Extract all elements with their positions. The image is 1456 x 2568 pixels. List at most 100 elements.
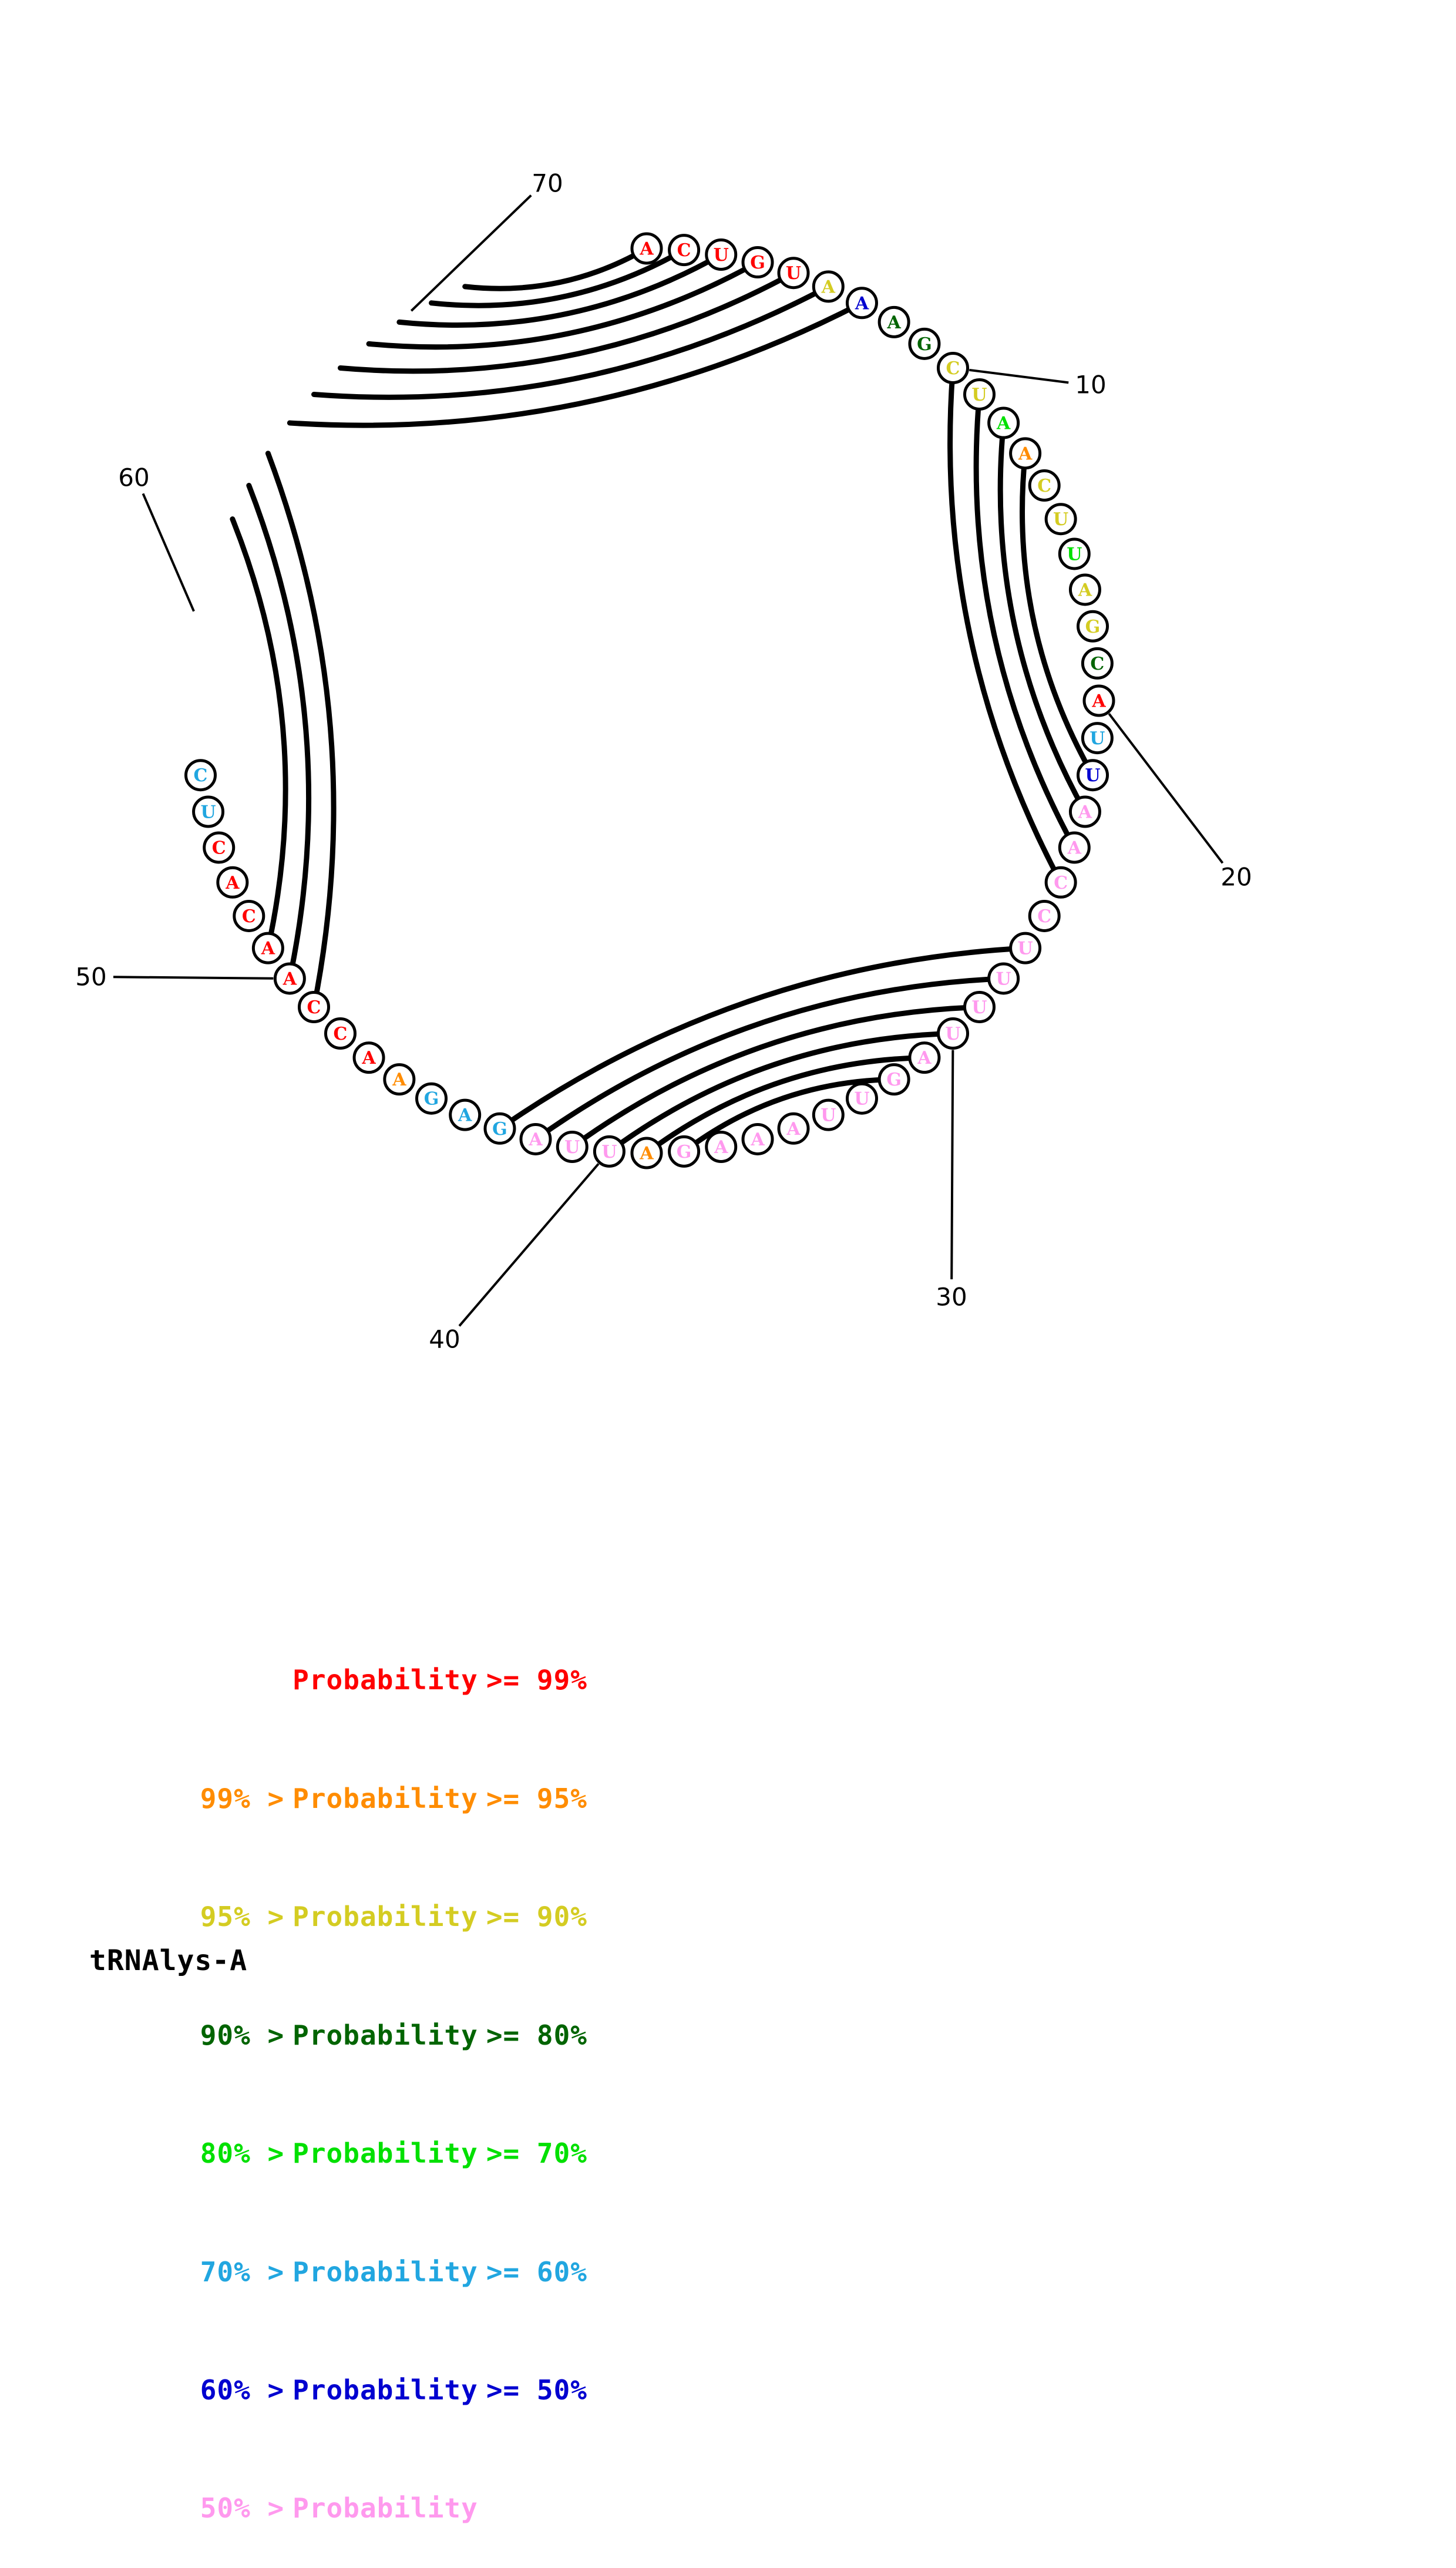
nucleotide-label: C: [677, 240, 691, 261]
nucleotide-C-49[interactable]: C: [297, 991, 330, 1024]
nucleotide-A-23[interactable]: A: [1068, 795, 1101, 828]
nucleotide-circles: A C U GUAAAGCUAACUUAGCAUUAACCUUUUAGUUAAAGAU…: [184, 232, 1115, 1169]
nucleotide-U-28[interactable]: U: [987, 962, 1020, 995]
nucleotide-label: A: [855, 293, 869, 314]
nucleotide-A-46[interactable]: A: [383, 1063, 416, 1096]
nucleotide-C-26[interactable]: C: [1028, 899, 1061, 932]
basepair-chord: [681, 1077, 897, 1154]
nucleotide-A-53[interactable]: A: [216, 866, 249, 899]
nucleotide-U-16[interactable]: U: [1058, 537, 1091, 570]
nucleotide-A-50[interactable]: A: [273, 962, 306, 995]
nucleotide-U-29[interactable]: U: [963, 991, 996, 1024]
legend-post: >= 60%: [486, 2256, 587, 2288]
nucleotide-G-43[interactable]: G: [483, 1112, 516, 1145]
legend-label: Probability: [292, 2019, 478, 2051]
nucleotide-C-48[interactable]: C: [324, 1017, 357, 1050]
nucleotide-C-52[interactable]: C: [233, 899, 265, 932]
nucleotide-A-39[interactable]: A: [630, 1137, 663, 1169]
nucleotide-G-38[interactable]: G: [668, 1135, 701, 1168]
nucleotide-circle: [1081, 722, 1114, 755]
nucleotide-A-24[interactable]: A: [1058, 831, 1091, 864]
tick-label-60: 60: [118, 463, 149, 492]
nucleotide-U-30[interactable]: U: [937, 1017, 970, 1050]
nucleotide-A-44[interactable]: A: [449, 1098, 482, 1131]
nucleotide-A-37[interactable]: A: [705, 1130, 738, 1163]
nucleotide-circle: [630, 232, 663, 265]
nucleotide-label: A: [639, 239, 654, 260]
nucleotide-A-6[interactable]: A: [812, 270, 845, 303]
nucleotide-U-40[interactable]: U: [593, 1135, 626, 1168]
nucleotide-circle: [937, 351, 970, 384]
nucleotide-label: G: [1085, 617, 1101, 637]
basepair-chord: [246, 483, 312, 982]
nucleotide-label: A: [887, 312, 902, 333]
position-tick-labels: 10 20 30 40 50 60 70: [75, 169, 1252, 1354]
nucleotide-A-13[interactable]: A: [1009, 437, 1042, 470]
legend-post: >= 50%: [486, 2374, 587, 2406]
nucleotide-U-5[interactable]: U: [777, 257, 810, 290]
nucleotide-U-15[interactable]: U: [1044, 503, 1077, 536]
basepair-chord: [973, 391, 1077, 851]
nucleotide-circle: [192, 795, 225, 828]
nucleotide-circle: [668, 1135, 701, 1168]
nucleotide-G-18[interactable]: G: [1076, 610, 1109, 643]
nucleotide-U-21[interactable]: U: [1081, 722, 1114, 755]
nucleotide-A-42[interactable]: A: [519, 1122, 552, 1155]
nucleotide-A-35[interactable]: A: [777, 1112, 810, 1145]
nucleotide-A-31[interactable]: A: [908, 1041, 941, 1074]
nucleotide-circle: [845, 287, 878, 320]
basepair-chord: [497, 945, 1028, 1131]
nucleotide-U-41[interactable]: U: [556, 1130, 589, 1163]
nucleotide-circle: [845, 1082, 878, 1115]
legend-label: Probability: [292, 2256, 478, 2288]
nucleotide-circle: [877, 305, 910, 338]
nucleotide-A-1[interactable]: A: [630, 232, 663, 265]
nucleotide-A-51[interactable]: A: [251, 932, 284, 964]
nucleotide-G-32[interactable]: G: [877, 1063, 910, 1096]
nucleotide-circle: [1058, 831, 1091, 864]
nucleotide-circle: [777, 257, 810, 290]
tick-label-40: 40: [429, 1325, 460, 1354]
nucleotide-label: A: [1018, 443, 1033, 464]
nucleotide-C-19[interactable]: C: [1081, 647, 1114, 680]
nucleotide-C-14[interactable]: C: [1028, 469, 1061, 502]
nucleotide-C-25[interactable]: C: [1044, 866, 1077, 899]
nucleotide-label: U: [1067, 544, 1082, 564]
nucleotide-U-34[interactable]: U: [812, 1098, 845, 1131]
nucleotide-G-4[interactable]: G: [741, 246, 774, 279]
legend-post: >= 99%: [486, 1664, 587, 1696]
nucleotide-circle: [1076, 759, 1109, 792]
nucleotide-C-54[interactable]: C: [203, 831, 236, 864]
basepair-chord: [569, 1004, 983, 1149]
nucleotide-A-20[interactable]: A: [1082, 684, 1115, 717]
legend-label: Probability: [292, 1901, 478, 1933]
page-title: tRNAlys-A: [89, 1944, 248, 1977]
nucleotide-circle: [1076, 610, 1109, 643]
basepair-chord: [462, 246, 650, 291]
nucleotide-C-10[interactable]: C: [937, 351, 970, 384]
nucleotide-G-45[interactable]: G: [415, 1082, 448, 1115]
nucleotide-A-7[interactable]: A: [845, 287, 878, 320]
nucleotide-A-12[interactable]: A: [987, 406, 1020, 439]
nucleotide-label: U: [1053, 509, 1068, 530]
nucleotide-A-8[interactable]: A: [877, 305, 910, 338]
nucleotide-U-55[interactable]: U: [192, 795, 225, 828]
nucleotide-U-22[interactable]: U: [1076, 759, 1109, 792]
tick-label-30: 30: [936, 1283, 967, 1312]
tick-leader-line: [950, 1050, 954, 1280]
nucleotide-G-9[interactable]: G: [908, 327, 941, 360]
nucleotide-U-11[interactable]: U: [963, 378, 996, 411]
nucleotide-U-27[interactable]: U: [1009, 932, 1042, 964]
nucleotide-C-56[interactable]: C: [184, 759, 217, 792]
nucleotide-A-17[interactable]: A: [1068, 573, 1101, 606]
nucleotide-U-3[interactable]: U: [705, 238, 738, 271]
nucleotide-U-33[interactable]: U: [845, 1082, 878, 1115]
nucleotide-A-47[interactable]: A: [352, 1041, 385, 1074]
tick-label-50: 50: [75, 963, 106, 991]
nucleotide-C-2[interactable]: C: [668, 234, 701, 267]
nucleotide-label: A: [1078, 802, 1092, 823]
nucleotide-label: G: [886, 1070, 902, 1090]
nucleotide-label: A: [821, 277, 836, 297]
nucleotide-A-36[interactable]: A: [741, 1122, 774, 1155]
